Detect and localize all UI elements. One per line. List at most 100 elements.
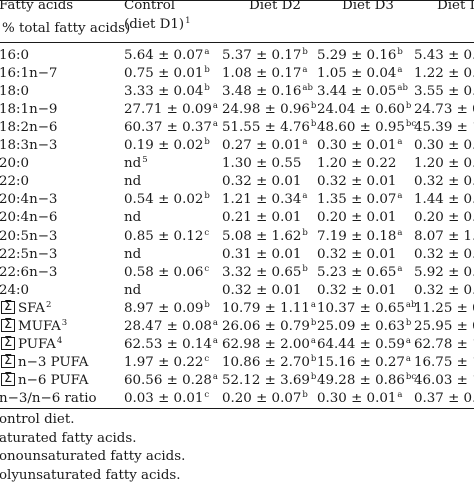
significance-letter: a <box>310 335 316 346</box>
value-text: 0.21 ± 0.01 <box>222 210 302 226</box>
value-text: nd <box>124 210 142 226</box>
value-cell-d4: 8.07 ± 1.0 <box>414 229 474 244</box>
value-cell-d1: nd <box>124 247 141 262</box>
significance-letter: b <box>204 83 210 94</box>
significance-letter: b <box>310 101 317 112</box>
value-text: 1.30 ± 0.55 <box>222 156 302 172</box>
significance-letter: a <box>212 317 218 328</box>
significance-letter: a <box>397 137 403 148</box>
table-row: 18:0 3.33 ± 0.04b 3.48 ± 0.16ab 3.44 ± 0.05… <box>0 84 474 102</box>
value-text: 0.32 ± 0.0 <box>414 174 474 190</box>
value-text: 0.32 ± 0.01 <box>222 174 302 190</box>
value-text: 27.71 ± 0.09 <box>124 102 212 118</box>
fatty-acid-label: 18:0 <box>0 84 30 100</box>
fatty-acid-name: 18:1n−9 <box>0 102 57 117</box>
table-row: 16:0 5.64 ± 0.07a 5.37 ± 0.17b 5.29 ± 0.16b… <box>0 48 474 66</box>
fatty-acid-name: 20:0 <box>0 156 29 171</box>
value-text: nd <box>124 174 142 190</box>
table-row: 18:2n−6 60.37 ± 0.37a 51.55 ± 4.76b 48.60 ±… <box>0 120 474 138</box>
value-text: nd <box>124 282 142 298</box>
value-text: nd <box>124 156 142 172</box>
value-cell-d4: 0.37 ± 0.0 <box>414 391 474 406</box>
significance-letter: b <box>397 47 403 57</box>
fatty-acid-label: 20:4n−6 <box>0 210 58 226</box>
table-row: 20:4n−6 nd 0.21 ± 0.01 0.20 ± 0.01 0.20 ± 0.… <box>0 210 474 228</box>
fatty-acid-name: 20:5n−3 <box>0 229 57 244</box>
significance-letter: bc <box>405 371 417 382</box>
fatty-acid-name: 18:3n−3 <box>0 138 57 153</box>
value-cell-d3: 15.16 ± 0.27a <box>317 355 411 370</box>
value-text: 1.22 ± 0.1 <box>414 66 474 82</box>
significance-letter: c <box>204 263 210 274</box>
fatty-acid-name: 16:1n−7 <box>0 66 57 81</box>
value-text: 51.55 ± 4.76 <box>222 120 310 136</box>
value-text: 0.30 ± 0.0 <box>414 138 474 154</box>
fatty-acid-label: 18:3n−3 <box>0 138 58 154</box>
fatty-acid-name: 18:0 <box>0 84 29 99</box>
significance-letter: a <box>397 389 403 400</box>
value-cell-d4: 1.44 ± 0.2 <box>414 192 474 207</box>
significance-letter: b <box>310 317 317 328</box>
value-cell-d4: 5.92 ± 0.5 <box>414 265 474 280</box>
value-text: 0.30 ± 0.01 <box>317 390 397 406</box>
value-text: 0.32 ± 0.01 <box>317 282 397 298</box>
value-cell-d2: 24.98 ± 0.96b <box>222 102 316 117</box>
value-text: 16.75 ± 1.0 <box>414 354 474 370</box>
fatty-acid-label: 24:0 <box>0 282 30 298</box>
sum-icon <box>1 371 15 386</box>
value-text: 48.60 ± 0.95 <box>317 120 405 136</box>
value-text: 1.35 ± 0.07 <box>317 192 397 208</box>
value-text: 1.08 ± 0.17 <box>222 66 302 82</box>
fatty-acid-name: 16:0 <box>0 48 29 63</box>
value-cell-d1: 27.71 ± 0.09a <box>124 102 218 117</box>
value-text: 0.32 ± 0.01 <box>222 282 302 298</box>
value-cell-d2: 0.32 ± 0.01 <box>222 283 301 298</box>
value-cell-d1: 3.33 ± 0.04b <box>124 84 210 99</box>
value-cell-d3: 0.32 ± 0.01 <box>317 283 396 298</box>
value-text: 5.43 ± 0.1 <box>414 48 474 63</box>
value-text: 0.27 ± 0.01 <box>222 138 302 154</box>
value-text: 46.03 ± 1.5 <box>414 372 474 388</box>
value-cell-d3: 0.32 ± 0.01 <box>317 174 396 189</box>
value-text: 26.06 ± 0.79 <box>222 318 310 334</box>
fatty-acid-label: 20:0 <box>0 156 30 172</box>
value-cell-d3: 10.37 ± 0.65ab <box>317 300 416 316</box>
value-text: 0.20 ± 0.0 <box>414 210 474 226</box>
fatty-acid-label: 18:1n−9 <box>0 102 58 118</box>
value-cell-d1: 28.47 ± 0.08a <box>124 319 218 334</box>
fatty-acid-label: 20:4n−3 <box>0 192 58 208</box>
value-cell-d2: 0.20 ± 0.07b <box>222 391 308 406</box>
fatty-acid-name: 20:4n−3 <box>0 192 57 207</box>
fatty-acid-name: n−3/n−6 ratio <box>0 391 97 406</box>
value-text: 10.79 ± 1.11 <box>222 300 310 316</box>
value-text: 7.19 ± 0.18 <box>317 228 397 244</box>
significance-letter: a <box>212 119 218 130</box>
fatty-acid-name: n−6 PUFA <box>0 371 88 388</box>
significance-letter: a <box>405 335 411 346</box>
significance-letter: ab <box>302 83 313 94</box>
value-text: 10.37 ± 0.65 <box>317 300 405 316</box>
significance-letter: a <box>302 137 308 148</box>
value-text: 25.09 ± 0.63 <box>317 318 405 334</box>
value-cell-d2: 0.31 ± 0.01 <box>222 247 301 262</box>
header-fatty-acids: Fatty acids <box>0 0 74 13</box>
value-cell-d3: 7.19 ± 0.18a <box>317 228 402 244</box>
value-text: 62.78 ± 1.3 <box>414 336 474 352</box>
value-text: 5.08 ± 1.62 <box>222 228 302 244</box>
value-cell-d2: 3.32 ± 0.65b <box>222 264 308 279</box>
value-cell-d3: 1.05 ± 0.04a <box>317 66 402 81</box>
footnote-line: aturated fatty acids. <box>0 430 137 446</box>
value-cell-d1: nd <box>124 283 141 298</box>
fatty-acid-name: PUFA4 <box>0 335 62 352</box>
value-text: 5.92 ± 0.5 <box>414 264 474 280</box>
value-text: 1.97 ± 0.22 <box>124 354 204 370</box>
value-cell-d2: 0.21 ± 0.01 <box>222 210 301 225</box>
value-text: 0.75 ± 0.01 <box>124 66 204 82</box>
fatty-acid-name: 22:6n−3 <box>0 265 57 280</box>
significance-letter: c <box>204 227 210 238</box>
